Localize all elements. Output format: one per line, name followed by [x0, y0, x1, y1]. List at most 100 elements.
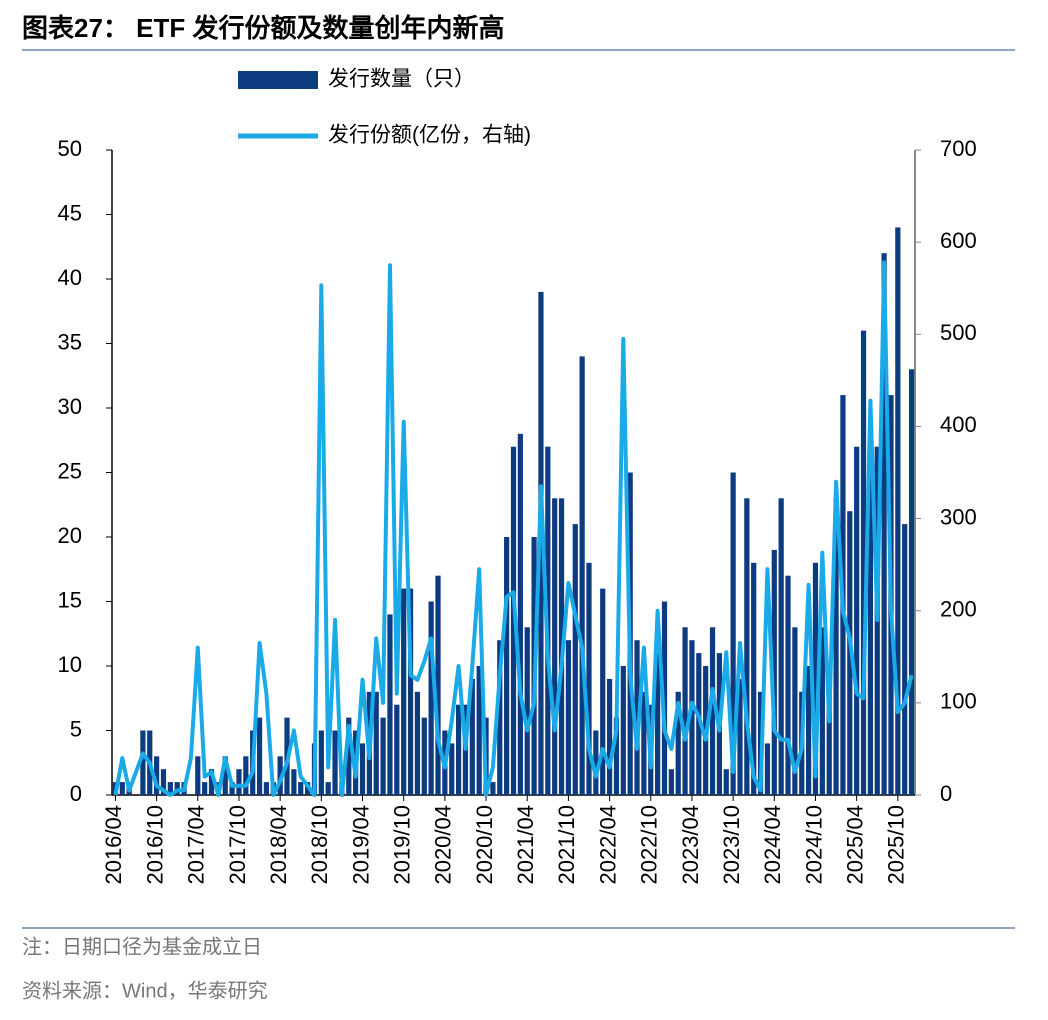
x-tick-label: 2018/10 — [307, 805, 332, 885]
y2-tick-label: 100 — [940, 689, 977, 714]
bar — [359, 743, 366, 795]
bar — [407, 588, 414, 795]
x-tick-label: 2016/10 — [142, 805, 167, 885]
bar — [154, 756, 160, 795]
y-tick-label: 10 — [58, 652, 82, 677]
x-tick-label: 2017/10 — [225, 805, 250, 885]
bar — [737, 678, 743, 795]
bar — [655, 653, 661, 795]
bar — [167, 782, 173, 795]
x-tick-label: 2021/04 — [513, 805, 538, 885]
y-tick-label: 50 — [58, 136, 82, 161]
bar — [414, 691, 421, 795]
bar — [771, 549, 777, 795]
bar — [723, 769, 729, 795]
bar — [860, 330, 867, 795]
bar — [895, 227, 901, 795]
bar — [764, 743, 771, 795]
note: 注：日期口径为基金成立日 — [22, 935, 262, 958]
bar — [401, 588, 407, 795]
y2-tick-label: 0 — [940, 781, 952, 806]
bar — [332, 730, 338, 795]
bar — [346, 717, 352, 795]
bar — [792, 627, 798, 795]
y-tick-label: 15 — [58, 587, 82, 612]
bar — [593, 730, 599, 795]
x-tick-label: 2025/10 — [884, 805, 909, 885]
bar — [243, 756, 249, 795]
bar — [600, 588, 606, 795]
y-tick-label: 25 — [58, 458, 82, 483]
y-tick-label: 20 — [58, 523, 82, 548]
bar — [394, 704, 400, 795]
bar — [641, 691, 647, 795]
bar — [586, 562, 592, 795]
bar — [854, 446, 860, 795]
bar — [867, 459, 873, 795]
bar — [421, 717, 427, 795]
x-tick-label: 2019/04 — [348, 805, 373, 885]
bar — [579, 356, 585, 795]
y2-tick-label: 600 — [940, 228, 977, 253]
bar — [572, 524, 578, 795]
y2-tick-label: 200 — [940, 597, 977, 622]
bar — [730, 472, 736, 795]
bar — [435, 575, 441, 795]
y-tick-label: 0 — [70, 781, 82, 806]
bar — [902, 524, 908, 795]
legend-label: 发行数量（只） — [328, 68, 475, 91]
bar — [812, 562, 819, 795]
bar — [613, 717, 620, 795]
bar — [833, 498, 839, 795]
bar — [291, 769, 297, 795]
bar — [668, 769, 674, 795]
bar — [119, 782, 125, 795]
bar — [634, 640, 640, 795]
bar — [298, 782, 304, 795]
bar — [778, 498, 784, 795]
bar — [318, 730, 324, 795]
bar — [160, 769, 167, 795]
x-tick-label: 2022/04 — [595, 805, 620, 885]
x-tick-label: 2024/10 — [801, 805, 826, 885]
bar — [565, 640, 572, 795]
y2-tick-label: 400 — [940, 412, 977, 437]
bar — [449, 743, 455, 795]
y-tick-label: 5 — [70, 716, 82, 741]
bar — [675, 691, 681, 795]
bar — [806, 666, 812, 795]
bar — [195, 756, 201, 795]
bar — [469, 678, 475, 795]
y2-tick-label: 500 — [940, 320, 977, 345]
bar — [504, 537, 510, 795]
x-tick-label: 2020/10 — [472, 805, 497, 885]
bar — [682, 627, 688, 795]
bar — [263, 782, 270, 795]
bar — [202, 782, 208, 795]
bar — [517, 433, 523, 795]
bar — [826, 678, 832, 795]
y-tick-label: 30 — [58, 394, 82, 419]
bar — [455, 704, 462, 795]
x-tick-label: 2025/04 — [842, 805, 867, 885]
bar — [709, 627, 716, 795]
x-tick-label: 2021/10 — [554, 805, 579, 885]
source: 资料来源：Wind，华泰研究 — [22, 979, 268, 1002]
bar — [325, 782, 331, 795]
bar — [908, 369, 915, 795]
bar — [881, 253, 887, 795]
bar — [696, 653, 702, 795]
bar — [819, 627, 825, 795]
bar — [606, 678, 613, 795]
y-tick-label: 40 — [58, 265, 82, 290]
bar — [380, 717, 386, 795]
y-tick-label: 35 — [58, 329, 82, 354]
bar — [229, 782, 235, 795]
bar — [620, 666, 626, 795]
x-tick-label: 2023/10 — [719, 805, 744, 885]
y-tick-label: 45 — [58, 200, 82, 225]
bar — [208, 769, 215, 795]
bar — [497, 640, 503, 795]
bar — [689, 640, 695, 795]
bar — [373, 691, 379, 795]
